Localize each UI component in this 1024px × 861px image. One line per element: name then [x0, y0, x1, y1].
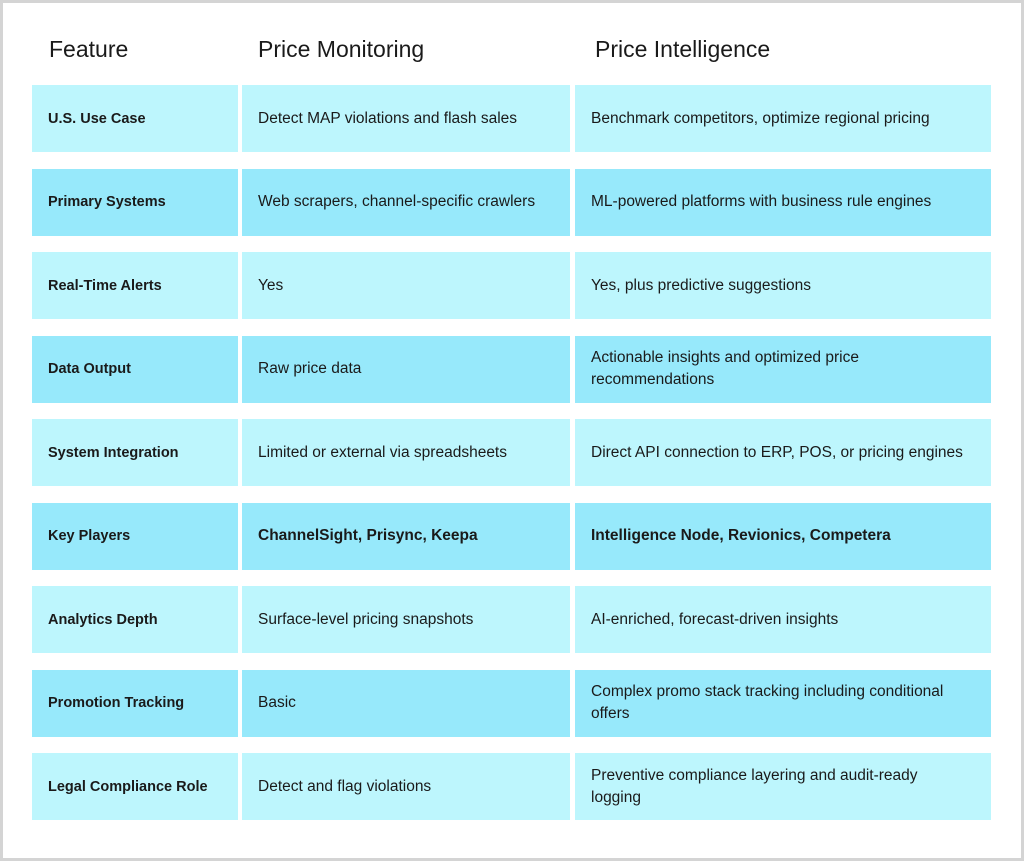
- monitoring-cell: Detect and flag violations: [242, 753, 570, 820]
- monitoring-cell-text: Yes: [258, 276, 284, 294]
- monitoring-cell: Surface-level pricing snapshots: [242, 586, 570, 653]
- intelligence-cell-text: Actionable insights and optimized price …: [591, 349, 859, 388]
- intelligence-cell-text: ML-powered platforms with business rule …: [591, 193, 932, 210]
- monitoring-cell-text: Detect MAP violations and flash sales: [258, 109, 518, 127]
- feature-cell: Key Players: [32, 502, 238, 570]
- intelligence-cell: Preventive compliance layering and audit…: [575, 753, 991, 820]
- table-row: U.S. Use Case Detect MAP violations and f…: [32, 85, 991, 152]
- monitoring-cell-text: Raw price data: [258, 360, 362, 377]
- feature-cell: Promotion Tracking: [32, 669, 238, 737]
- intelligence-cell: Intelligence Node, Revionics, Competera: [575, 502, 991, 570]
- monitoring-cell: Basic: [242, 669, 570, 737]
- monitoring-cell-text: Surface-level pricing snapshots: [258, 610, 474, 628]
- table-row: Real-Time Alerts Yes Yes, plus predictive …: [32, 252, 991, 319]
- monitoring-cell-text: Basic: [258, 694, 296, 711]
- intelligence-cell-text: Direct API connection to ERP, POS, or pr…: [591, 443, 963, 461]
- monitoring-cell: Yes: [242, 252, 570, 319]
- monitoring-cell-text: Limited or external via spreadsheets: [258, 443, 507, 461]
- table-row: Key Players ChannelSight, Prisync, Keepa I…: [32, 502, 991, 570]
- feature-cell-text: System Integration: [48, 444, 179, 461]
- feature-cell: Primary Systems: [32, 168, 238, 236]
- feature-cell: Real-Time Alerts: [32, 252, 238, 319]
- table-row: Analytics Depth Surface-level pricing sna…: [32, 586, 991, 653]
- monitoring-cell-text: Web scrapers, channel-specific crawlers: [258, 193, 536, 210]
- feature-cell-text: Analytics Depth: [48, 611, 158, 628]
- feature-cell: U.S. Use Case: [32, 85, 238, 152]
- intelligence-cell: Complex promo stack tracking including c…: [575, 669, 991, 737]
- header-price-monitoring: Price Monitoring: [258, 36, 425, 62]
- intelligence-cell: Direct API connection to ERP, POS, or pr…: [575, 419, 991, 486]
- feature-cell-text: Data Output: [48, 361, 131, 377]
- intelligence-cell-text: Complex promo stack tracking including c…: [591, 683, 944, 722]
- feature-cell-text: Real-Time Alerts: [48, 277, 162, 294]
- monitoring-cell-text: ChannelSight, Prisync, Keepa: [258, 527, 478, 544]
- monitoring-cell: Limited or external via spreadsheets: [242, 419, 570, 486]
- header-feature: Feature: [49, 36, 129, 62]
- monitoring-cell: Web scrapers, channel-specific crawlers: [242, 168, 570, 236]
- intelligence-cell-text: Preventive compliance layering and audit…: [591, 766, 918, 806]
- intelligence-cell-text: Intelligence Node, Revionics, Competera: [591, 527, 891, 544]
- feature-cell: System Integration: [32, 419, 238, 486]
- feature-cell-text: Promotion Tracking: [48, 695, 185, 711]
- table-row: Legal Compliance Role Detect and flag vio…: [32, 753, 991, 820]
- intelligence-cell-text: Benchmark competitors, optimize regional…: [591, 109, 930, 127]
- table-row: Primary Systems Web scrapers, channel-spe…: [32, 168, 991, 236]
- intelligence-cell-text: AI-enriched, forecast-driven insights: [591, 610, 839, 628]
- intelligence-cell: ML-powered platforms with business rule …: [575, 168, 991, 236]
- monitoring-cell: ChannelSight, Prisync, Keepa: [242, 502, 570, 570]
- feature-cell-text: Legal Compliance Role: [48, 778, 208, 795]
- feature-cell-text: U.S. Use Case: [48, 110, 146, 127]
- header-price-intelligence: Price Intelligence: [595, 36, 771, 62]
- intelligence-cell: Actionable insights and optimized price …: [575, 335, 991, 403]
- monitoring-cell: Raw price data: [242, 335, 570, 403]
- intelligence-cell-text: Yes, plus predictive suggestions: [591, 276, 812, 294]
- intelligence-cell: AI-enriched, forecast-driven insights: [575, 586, 991, 653]
- feature-cell: Data Output: [32, 335, 238, 403]
- feature-cell: Analytics Depth: [32, 586, 238, 653]
- table-row: Promotion Tracking Basic Complex promo sta…: [32, 669, 991, 737]
- feature-cell-text: Primary Systems: [48, 194, 166, 210]
- feature-cell-text: Key Players: [48, 528, 131, 544]
- intelligence-cell: Benchmark competitors, optimize regional…: [575, 85, 991, 152]
- feature-cell: Legal Compliance Role: [32, 753, 238, 820]
- monitoring-cell-text: Detect and flag violations: [258, 777, 432, 795]
- table-row: Data Output Raw price data Actionable insi…: [32, 335, 991, 403]
- intelligence-cell: Yes, plus predictive suggestions: [575, 252, 991, 319]
- table-row: System Integration Limited or external vi…: [32, 419, 991, 486]
- monitoring-cell: Detect MAP violations and flash sales: [242, 85, 570, 152]
